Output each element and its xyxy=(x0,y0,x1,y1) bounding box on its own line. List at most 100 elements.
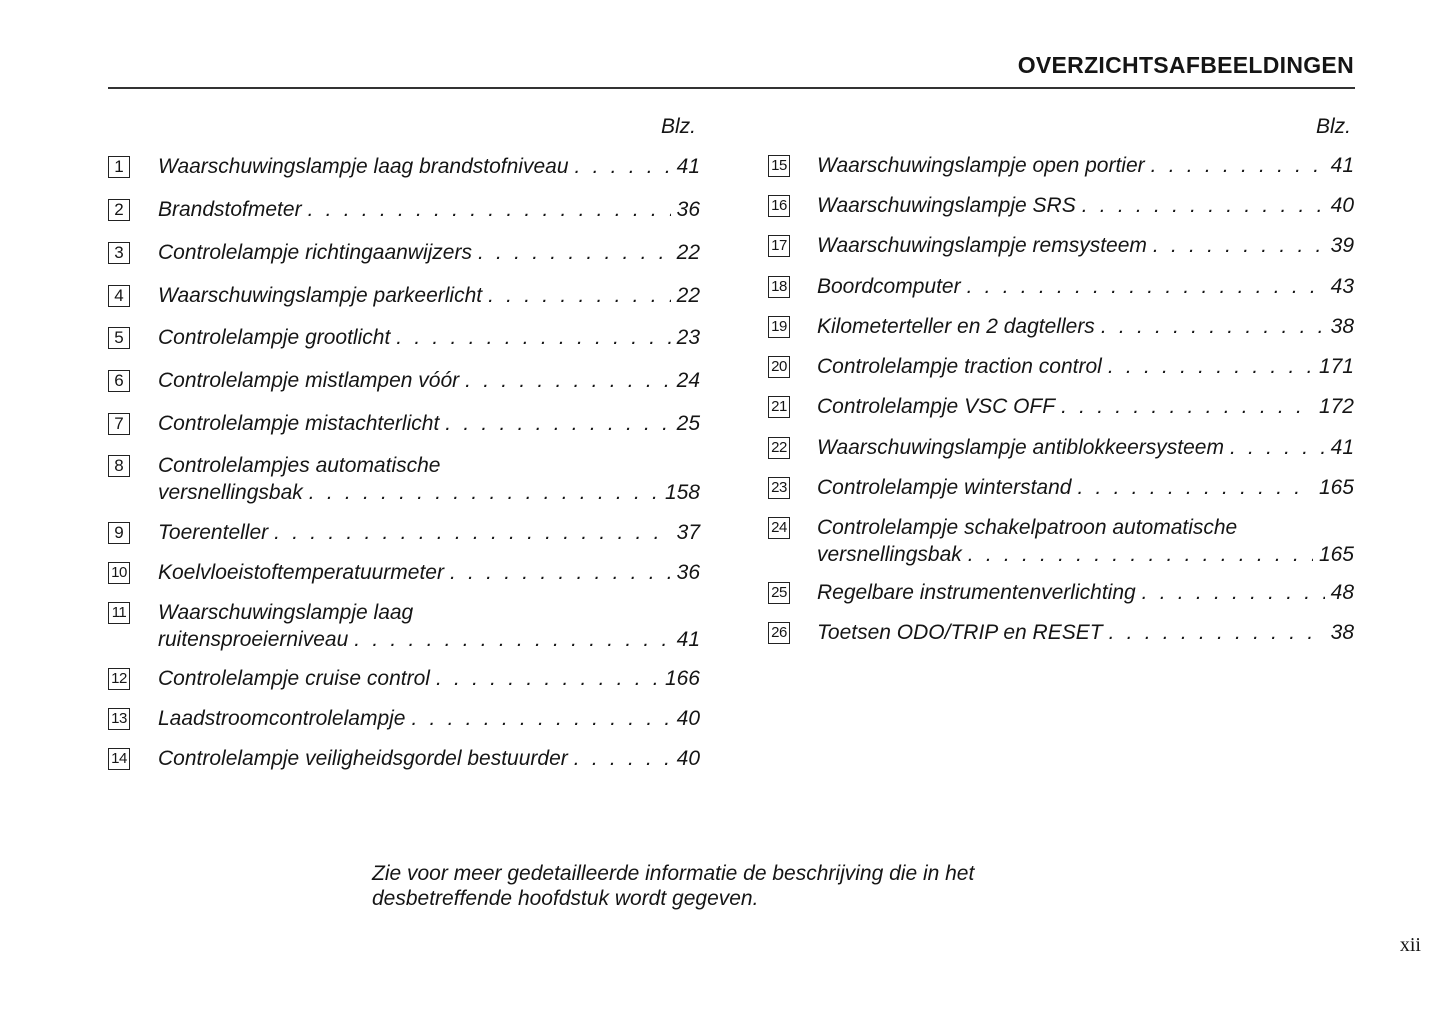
toc-entry-page: 43 xyxy=(1330,275,1354,298)
header-rule xyxy=(108,87,1355,89)
toc-entry-label: Controlelampjes automatische xyxy=(158,454,441,477)
toc-entry-page: 158 xyxy=(664,481,700,504)
toc-entry-page: 25 xyxy=(676,412,700,435)
toc-entry-line: Controlelampje VSC OFF. . . . . . . . . … xyxy=(817,393,1354,421)
footnote-line: desbetreffende hoofdstuk wordt gegeven. xyxy=(372,887,759,910)
item-number-box: 10 xyxy=(108,562,130,584)
toc-entry-line: Waarschuwingslampje laag xyxy=(158,599,700,627)
dot-leader: . . . . . . . . . . . . . . . . . . . . … xyxy=(1152,234,1325,257)
dot-leader: . . . . . . . . . . . . . . . . . . . . … xyxy=(1061,395,1313,418)
toc-entry-label: Controlelampje traction control xyxy=(817,355,1102,378)
toc-entry-label: Toetsen ODO/TRIP en RESET xyxy=(817,621,1103,644)
toc-entry-page: 41 xyxy=(1330,436,1354,459)
toc-entry-label: Regelbare instrumentenverlichting xyxy=(817,581,1136,604)
item-number-box: 7 xyxy=(108,413,130,435)
toc-entry-label: Waarschuwingslampje SRS xyxy=(817,194,1076,217)
toc-entry-line: Brandstofmeter. . . . . . . . . . . . . … xyxy=(158,196,700,224)
dot-leader: . . . . . . . . . . . . . . . . . . . . … xyxy=(966,275,1325,298)
toc-entry-line: Toerenteller. . . . . . . . . . . . . . … xyxy=(158,519,700,547)
item-number-box: 6 xyxy=(108,370,130,392)
toc-entry-label: Koelvloeistoftemperatuurmeter xyxy=(158,561,444,584)
toc-entry-page: 171 xyxy=(1318,355,1354,378)
toc-entry-line: Waarschuwingslampje laag brandstofniveau… xyxy=(158,153,700,181)
toc-entry-label: Waarschuwingslampje remsysteem xyxy=(817,234,1147,257)
dot-leader: . . . . . . . . . . . . . . . . . . . . … xyxy=(477,241,671,264)
item-number-box: 2 xyxy=(108,199,130,221)
item-number-box: 4 xyxy=(108,285,130,307)
dot-leader: . . . . . . . . . . . . . . . . . . . . … xyxy=(967,543,1313,566)
toc-entry-label: Waarschuwingslampje open portier xyxy=(817,154,1145,177)
toc-entry-label: versnellingsbak xyxy=(158,481,303,504)
dot-leader: . . . . . . . . . . . . . . . . . . . . … xyxy=(574,155,671,178)
dot-leader: . . . . . . . . . . . . . . . . . . . . … xyxy=(1107,355,1313,378)
toc-entry-line: Controlelampje veiligheidsgordel bestuur… xyxy=(158,745,700,773)
dot-leader: . . . . . . . . . . . . . . . . . . . . … xyxy=(1077,476,1312,499)
header-title: OVERZICHTSAFBEELDINGEN xyxy=(1017,52,1354,78)
toc-entry-label: Waarschuwingslampje laag brandstofniveau xyxy=(158,155,569,178)
dot-leader: . . . . . . . . . . . . . . . . . . . . … xyxy=(307,198,671,221)
toc-entry-label: Waarschuwingslampje antiblokkeersysteem xyxy=(817,436,1224,459)
dot-leader: . . . . . . . . . . . . . . . . . . . . … xyxy=(354,628,671,651)
toc-entry-label: Controlelampje mistlampen vóór xyxy=(158,369,460,392)
item-number-box: 14 xyxy=(108,748,130,770)
page-number: xii xyxy=(1399,934,1421,956)
item-number-box: 26 xyxy=(768,622,790,644)
toc-entry-label: Controlelampje schakelpatroon automatisc… xyxy=(817,516,1238,539)
toc-entry-line: Toetsen ODO/TRIP en RESET. . . . . . . .… xyxy=(817,619,1354,647)
dot-leader: . . . . . . . . . . . . . . . . . . . . … xyxy=(274,521,671,544)
toc-entry-page: 39 xyxy=(1330,234,1354,257)
dot-leader: . . . . . . . . . . . . . . . . . . . . … xyxy=(1081,194,1325,217)
toc-entry-label: Waarschuwingslampje laag xyxy=(158,601,414,624)
item-number-box: 25 xyxy=(768,582,790,604)
dot-leader: . . . . . . . . . . . . . . . . . . . . … xyxy=(488,284,671,307)
item-number-box: 17 xyxy=(768,235,790,257)
item-number-box: 3 xyxy=(108,242,130,264)
toc-entry-page: 41 xyxy=(676,628,700,651)
toc-entry-page: 23 xyxy=(676,326,700,349)
item-number-box: 15 xyxy=(768,155,790,177)
dot-leader: . . . . . . . . . . . . . . . . . . . . … xyxy=(1108,621,1325,644)
dot-leader: . . . . . . . . . . . . . . . . . . . . … xyxy=(573,747,671,770)
item-number-box: 13 xyxy=(108,708,130,730)
dot-leader: . . . . . . . . . . . . . . . . . . . . … xyxy=(465,369,671,392)
toc-entry-line: Koelvloeistoftemperatuurmeter. . . . . .… xyxy=(158,559,700,587)
toc-entry-page: 40 xyxy=(676,707,700,730)
toc-entry-label: Controlelampje VSC OFF xyxy=(817,395,1056,418)
toc-entry-page: 40 xyxy=(676,747,700,770)
toc-entry-page: 24 xyxy=(676,369,700,392)
toc-entry-page: 36 xyxy=(676,198,700,221)
item-number-box: 11 xyxy=(108,602,130,624)
toc-entry-label: Brandstofmeter xyxy=(158,198,302,221)
dot-leader: . . . . . . . . . . . . . . . . . . . . … xyxy=(1229,436,1325,459)
toc-entry-line: Waarschuwingslampje SRS. . . . . . . . .… xyxy=(817,192,1354,220)
toc-entry-page: 48 xyxy=(1330,581,1354,604)
toc-entry-line: Controlelampje traction control. . . . .… xyxy=(817,353,1354,381)
footnote-line: Zie voor meer gedetailleerde informatie … xyxy=(372,862,975,885)
toc-entry-line: Laadstroomcontrolelampje. . . . . . . . … xyxy=(158,705,700,733)
toc-entry-page: 22 xyxy=(676,241,700,264)
toc-entry-page: 37 xyxy=(676,521,700,544)
toc-entry-line: Controlelampje mistachterlicht. . . . . … xyxy=(158,410,700,438)
toc-entry-line: Waarschuwingslampje parkeerlicht. . . . … xyxy=(158,282,700,310)
toc-entry-page: 166 xyxy=(664,667,700,690)
item-number-box: 21 xyxy=(768,396,790,418)
toc-entry-page: 38 xyxy=(1330,315,1354,338)
toc-entry-page: 165 xyxy=(1318,543,1354,566)
toc-entry-line: versnellingsbak. . . . . . . . . . . . .… xyxy=(817,541,1354,569)
item-number-box: 16 xyxy=(768,195,790,217)
toc-entry-label: ruitensproeierniveau xyxy=(158,628,349,651)
dot-leader: . . . . . . . . . . . . . . . . . . . . … xyxy=(396,326,670,349)
toc-entry-page: 36 xyxy=(676,561,700,584)
toc-entry-label: Waarschuwingslampje parkeerlicht xyxy=(158,284,483,307)
toc-entry-line: Regelbare instrumentenverlichting. . . .… xyxy=(817,579,1354,607)
page-column-heading-left: Blz. xyxy=(661,115,697,138)
toc-entry-line: Waarschuwingslampje open portier. . . . … xyxy=(817,152,1354,180)
toc-entry-label: Laadstroomcontrolelampje xyxy=(158,707,406,730)
toc-entry-line: Controlelampjes automatische xyxy=(158,452,700,480)
toc-entry-line: Boordcomputer. . . . . . . . . . . . . .… xyxy=(817,273,1354,301)
toc-entry-label: versnellingsbak xyxy=(817,543,962,566)
toc-entry-label: Controlelampje grootlicht xyxy=(158,326,391,349)
toc-entry-line: Controlelampje grootlicht. . . . . . . .… xyxy=(158,324,700,352)
toc-entry-line: Controlelampje mistlampen vóór. . . . . … xyxy=(158,367,700,395)
item-number-box: 9 xyxy=(108,522,130,544)
